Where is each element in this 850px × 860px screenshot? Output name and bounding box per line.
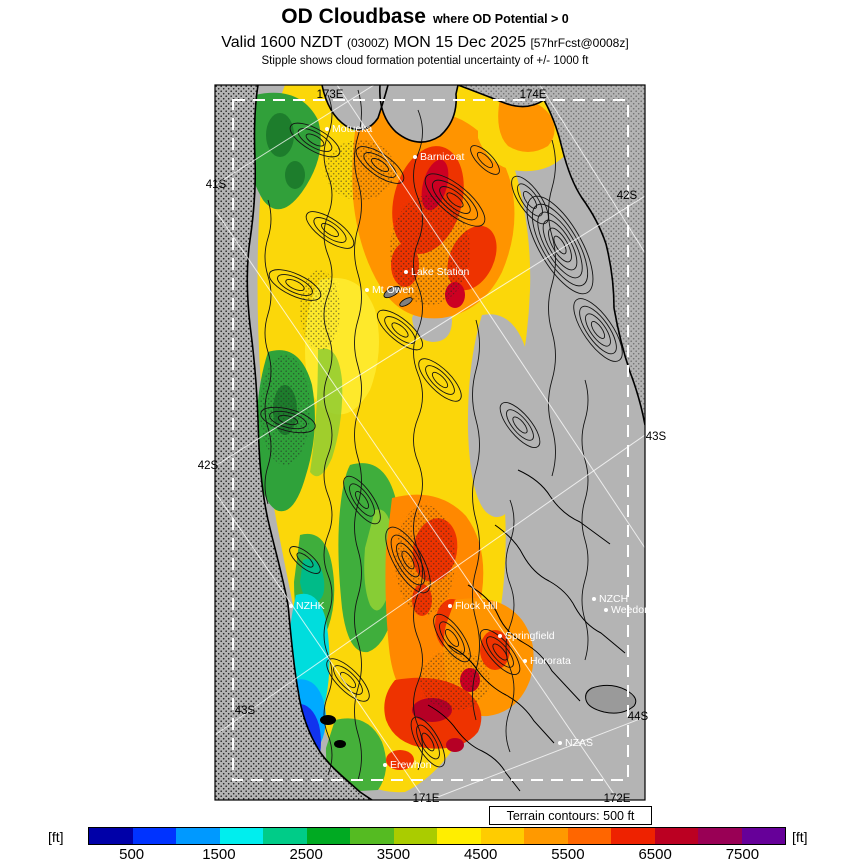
colorbar-segment-3 [219,828,263,844]
title-qualifier: where OD Potential > 0 [432,12,569,26]
valid-line: Valid 1600 NZDT (0300Z) MON 15 Dec 2025 … [0,33,850,53]
colorbar-unit-left: [ft] [48,829,64,845]
terrain-contour-note: Terrain contours: 500 ft [489,806,652,825]
title-main: OD Cloudbase [281,5,426,28]
colorbar-tick-7500: 7500 [725,846,760,860]
stipple-subtitle: Stipple shows cloud formation potential … [261,55,589,67]
colorbar-segment-2 [176,828,220,844]
colorbar-segment-7 [393,828,437,844]
colorbar-ticks: 500 1500 2500 3500 4500 5500 6500 7500 [88,846,786,860]
colorbar-segment-5 [306,828,350,844]
header: OD Cloudbase where OD Potential > 0 Valid… [0,5,850,68]
colorbar-tick-6500: 6500 [638,846,672,860]
colorbar-tick-5500: 5500 [551,846,585,860]
colorbar-segment-8 [437,828,481,844]
colorbar-segment-11 [567,828,611,844]
colorbar-segment-6 [350,828,394,844]
colorbar-tick-3500: 3500 [376,846,411,860]
valid-prefix: Valid 1600 NZDT [221,34,343,51]
terrain-contours [260,89,623,781]
map-frame [214,84,646,801]
colorbar [88,827,786,845]
colorbar-tick-500: 500 [119,846,145,860]
forecast-map: 173E 174E 41S 42S 42S 43S 43S 44S 171E 172E Motuek… [198,80,680,810]
colorbar-segment-12 [611,828,655,844]
colorbar-segment-13 [654,828,698,844]
valid-zulu: (0300Z) [347,36,390,50]
valid-date: MON 15 Dec 2025 [393,34,526,51]
colorbar-segment-4 [263,828,307,844]
valid-fcst: [57hrFcst@0008z] [530,36,629,50]
colorbar-tick-2500: 2500 [289,846,323,860]
weather-map-canvas [214,84,646,801]
colorbar-tick-1500: 1500 [202,846,236,860]
colorbar-segment-9 [480,828,524,844]
colorbar-tick-4500: 4500 [463,846,498,860]
domain-boundary [232,99,629,781]
page-title: OD Cloudbase where OD Potential > 0 [0,5,850,31]
colorbar-segment-1 [132,828,176,844]
colorbar-segment-14 [698,828,742,844]
colorbar-segment-10 [524,828,568,844]
colorbar-segment-0 [89,828,133,844]
colorbar-unit-right: [ft] [792,829,808,845]
colorbar-segment-15 [741,828,785,844]
